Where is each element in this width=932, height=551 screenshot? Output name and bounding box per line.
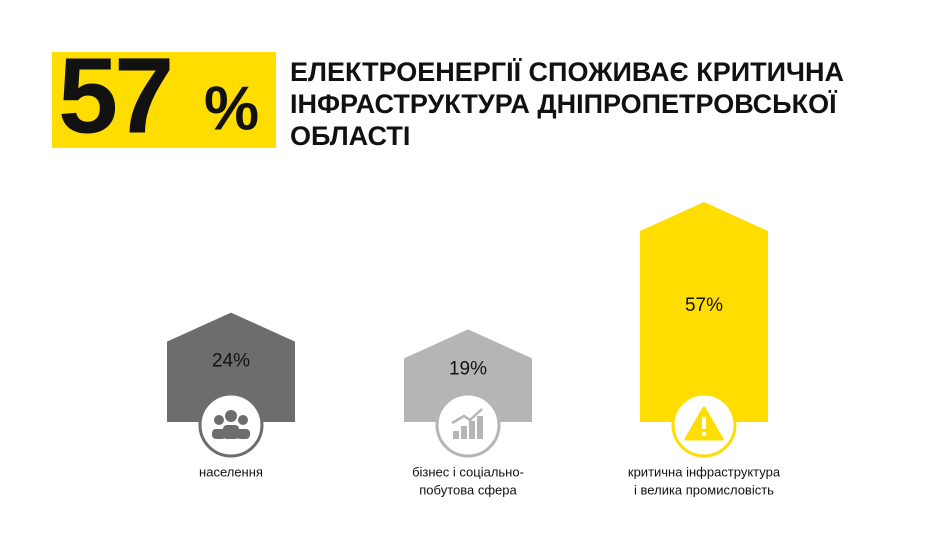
icon [212, 429, 226, 439]
x-tick-label: бізнес і соціально- [412, 464, 524, 479]
x-tick-label: населення [199, 464, 263, 479]
icon [477, 416, 483, 439]
icon [238, 415, 248, 425]
headline-number: 57 [58, 35, 170, 156]
icon [223, 425, 239, 439]
value-label: 19% [449, 359, 487, 380]
icon [453, 431, 459, 439]
x-tick-label: критична інфраструктура [628, 464, 781, 479]
x-tick-label: і велика промисловість [634, 482, 774, 497]
bar [404, 329, 532, 422]
icon-circle [435, 392, 501, 458]
value-label: 57% [685, 295, 723, 316]
chart-title: ІНФРАСТРУКТУРА ДНІПРОПЕТРОВСЬКОЇ [290, 89, 838, 119]
chart-title: ОБЛАСТІ [290, 121, 410, 151]
chart-title: ЕЛЕКТРОЕНЕРГІЇ СПОЖИВАЄ КРИТИЧНА [290, 57, 844, 87]
icon [701, 431, 707, 437]
x-tick-label: побутова сфера [419, 482, 517, 497]
bar [167, 312, 295, 422]
icon [214, 415, 224, 425]
headline-unit: % [204, 74, 259, 143]
icon [461, 426, 467, 439]
bar [640, 202, 768, 422]
icon [469, 421, 475, 439]
value-label: 24% [212, 350, 250, 371]
icon [225, 410, 237, 422]
icon [702, 417, 706, 429]
icon [236, 429, 250, 439]
headline-box [52, 52, 276, 148]
icon [451, 408, 483, 425]
